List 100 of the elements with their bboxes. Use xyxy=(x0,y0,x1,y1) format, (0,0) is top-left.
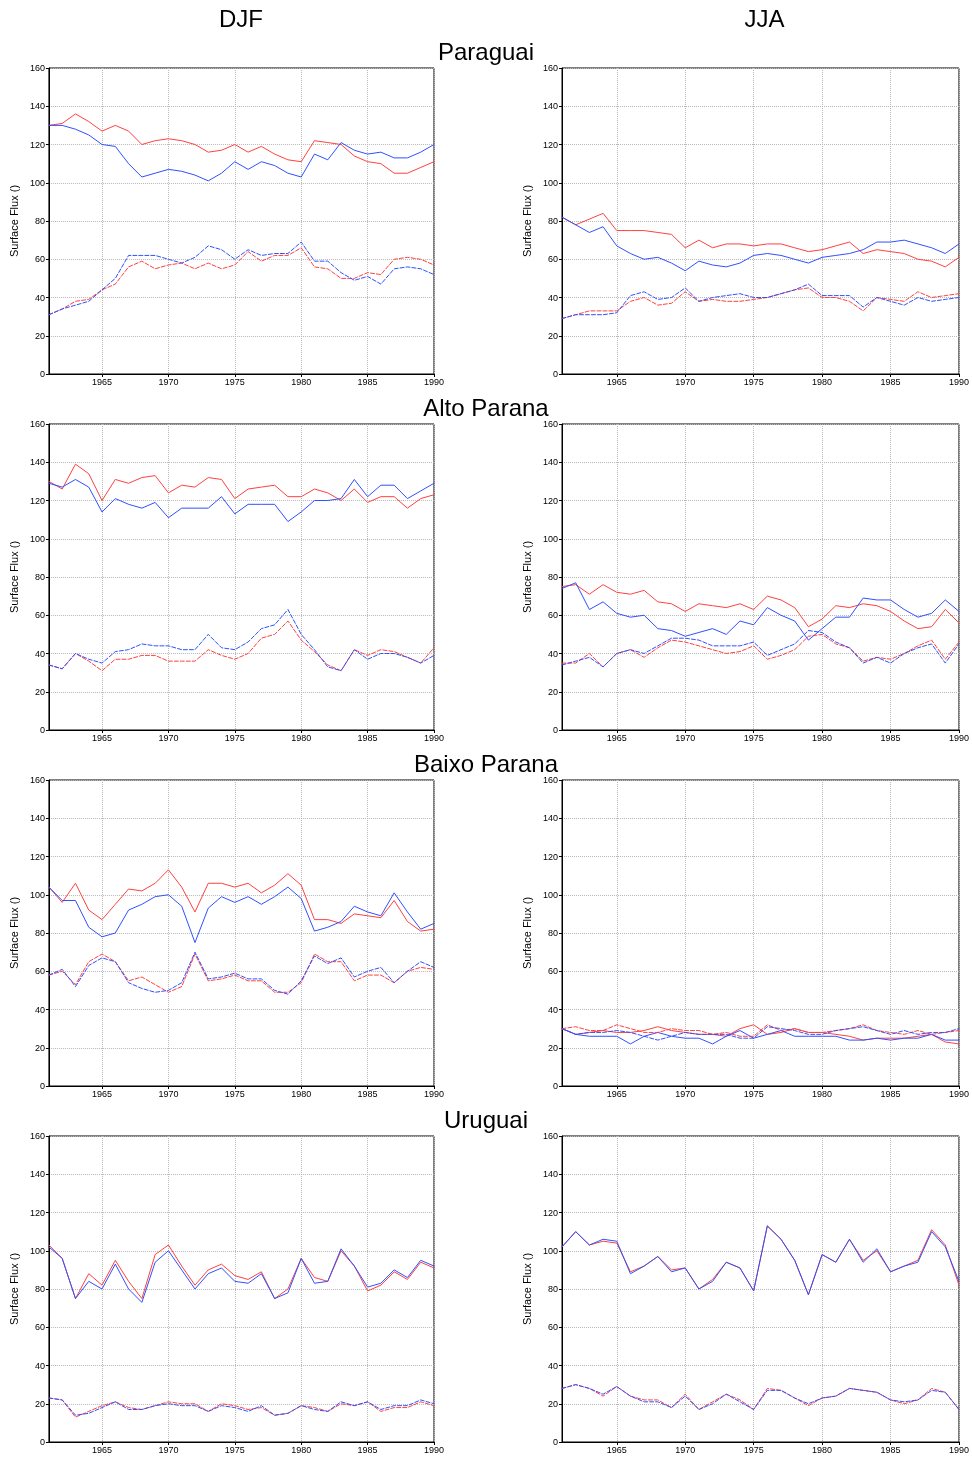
x-tick-label: 1970 xyxy=(158,1088,179,1099)
y-tick-label: 160 xyxy=(29,1131,45,1141)
x-tick-label: 1965 xyxy=(92,1444,113,1455)
y-tick-label: 160 xyxy=(29,419,45,429)
y-tick-label: 160 xyxy=(542,63,558,73)
y-tick-label: 20 xyxy=(547,1398,558,1409)
y-tick-label: 20 xyxy=(34,1042,45,1053)
text: Uruguai xyxy=(443,1106,529,1133)
y-tick-label: 140 xyxy=(542,101,558,112)
y-tick-label: 100 xyxy=(29,177,45,188)
x-tick-label: 1985 xyxy=(880,376,901,387)
y-tick-label: 0 xyxy=(552,369,558,379)
y-tick-label: 20 xyxy=(34,686,45,697)
x-tick-label: 1965 xyxy=(606,376,627,387)
y-tick-label: 40 xyxy=(547,292,558,303)
y-tick-label: 80 xyxy=(547,216,558,226)
y-axis-title: Surface Flux () xyxy=(7,184,20,258)
y-tick-label: 80 xyxy=(34,928,45,938)
y-tick-label: 100 xyxy=(542,889,558,900)
x-tick-label: 1985 xyxy=(357,376,378,387)
y-axis-title: Surface Flux () xyxy=(520,1252,533,1326)
y-tick-label: 60 xyxy=(547,254,558,265)
x-tick-label: 1985 xyxy=(357,732,378,743)
y-tick-label: 40 xyxy=(34,1004,45,1015)
y-tick-label: 140 xyxy=(542,457,558,468)
y-axis-title: Surface Flux () xyxy=(7,1252,20,1326)
y-tick-label: 120 xyxy=(542,851,558,862)
y-tick-label: 40 xyxy=(34,1360,45,1371)
x-tick-label: 1975 xyxy=(224,1088,245,1099)
x-tick-label: 1970 xyxy=(675,376,696,387)
y-tick-label: 60 xyxy=(34,966,45,977)
x-tick-label: 1980 xyxy=(812,732,833,743)
y-tick-label: 80 xyxy=(34,216,45,226)
x-tick-label: 1985 xyxy=(880,1444,901,1455)
y-tick-label: 60 xyxy=(34,1322,45,1333)
y-tick-label: 160 xyxy=(29,775,45,785)
y-tick-label: 0 xyxy=(39,1437,45,1447)
y-tick-label: 80 xyxy=(547,1284,558,1294)
y-tick-label: 0 xyxy=(552,1437,558,1447)
y-tick-label: 40 xyxy=(34,292,45,303)
text: Paraguai xyxy=(437,38,535,65)
x-tick-label: 1975 xyxy=(743,1444,764,1455)
y-tick-label: 100 xyxy=(29,1245,45,1256)
y-tick-label: 80 xyxy=(34,572,45,582)
x-tick-label: 1975 xyxy=(224,1444,245,1455)
y-tick-label: 140 xyxy=(29,813,45,824)
y-tick-label: 0 xyxy=(552,1081,558,1091)
x-tick-label: 1965 xyxy=(606,732,627,743)
x-tick-label: 1980 xyxy=(291,1088,312,1099)
x-tick-label: 1980 xyxy=(291,1444,312,1455)
x-tick-label: 1970 xyxy=(675,1444,696,1455)
y-tick-label: 40 xyxy=(547,1360,558,1371)
y-tick-label: 120 xyxy=(542,1207,558,1218)
x-tick-label: 1980 xyxy=(291,732,312,743)
y-tick-label: 120 xyxy=(29,851,45,862)
y-tick-label: 160 xyxy=(542,419,558,429)
x-tick-label: 1985 xyxy=(357,1088,378,1099)
x-tick-label: 1965 xyxy=(606,1088,627,1099)
y-tick-label: 80 xyxy=(547,928,558,938)
y-tick-label: 40 xyxy=(547,1004,558,1015)
x-tick-label: 1980 xyxy=(812,376,833,387)
y-tick-label: 140 xyxy=(29,101,45,112)
x-tick-label: 1985 xyxy=(880,1088,901,1099)
x-tick-label: 1975 xyxy=(224,376,245,387)
y-tick-label: 120 xyxy=(542,139,558,150)
y-tick-label: 60 xyxy=(547,610,558,621)
x-tick-label: 1975 xyxy=(224,732,245,743)
y-tick-label: 20 xyxy=(547,1042,558,1053)
y-tick-label: 120 xyxy=(542,495,558,506)
y-tick-label: 100 xyxy=(29,533,45,544)
y-tick-label: 0 xyxy=(39,369,45,379)
y-tick-label: 0 xyxy=(39,725,45,735)
x-tick-label: 1985 xyxy=(880,732,901,743)
y-tick-label: 60 xyxy=(547,966,558,977)
x-tick-label: 1990 xyxy=(423,1088,445,1099)
y-axis-title: Surface Flux () xyxy=(520,540,533,614)
y-tick-label: 120 xyxy=(29,495,45,506)
y-tick-label: 140 xyxy=(542,813,558,824)
x-tick-label: 1980 xyxy=(291,376,312,387)
x-tick-label: 1970 xyxy=(158,376,179,387)
x-tick-label: 1990 xyxy=(948,1444,969,1455)
y-tick-label: 20 xyxy=(547,330,558,341)
chart-subtitle: DJF xyxy=(218,4,264,34)
y-tick-label: 80 xyxy=(547,572,558,582)
y-tick-label: 100 xyxy=(542,1245,558,1256)
y-tick-label: 60 xyxy=(34,610,45,621)
y-tick-label: 60 xyxy=(34,254,45,265)
x-tick-label: 1975 xyxy=(743,376,764,387)
x-tick-label: 1965 xyxy=(92,1088,113,1099)
y-tick-label: 0 xyxy=(39,1081,45,1091)
x-tick-label: 1970 xyxy=(675,1088,696,1099)
x-tick-label: 1965 xyxy=(606,1444,627,1455)
y-tick-label: 160 xyxy=(542,775,558,785)
x-tick-label: 1990 xyxy=(948,376,969,387)
y-tick-label: 80 xyxy=(34,1284,45,1294)
x-tick-label: 1980 xyxy=(812,1088,833,1099)
text: Baixo Parana xyxy=(413,750,559,777)
y-axis-title: Surface Flux () xyxy=(520,896,533,970)
x-tick-label: 1970 xyxy=(158,732,179,743)
x-tick-label: 1975 xyxy=(743,1088,764,1099)
